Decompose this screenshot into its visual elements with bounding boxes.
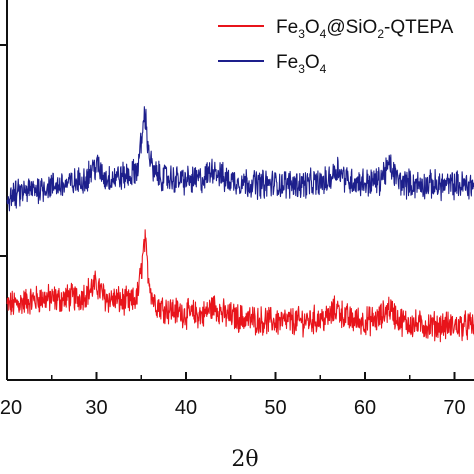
legend: Fe3O4@SiO2-QTEPA Fe3O4 [218,17,454,76]
x-tick-label: 40 [175,397,197,419]
x-tick-label: 70 [443,397,465,419]
x-tick-label: 50 [264,397,286,419]
legend-label-fe3o4-sio2-qtepa: Fe3O4@SiO2-QTEPA [276,17,454,41]
series-line-fe3o4-sio2-qtepa [6,229,474,343]
series-line-fe3o4 [6,106,474,212]
x-tick-label: 30 [85,397,107,419]
x-tick-label: 20 [0,397,22,419]
x-tick-label: 60 [354,397,376,419]
x-axis-title: 2θ [231,447,258,472]
legend-label-fe3o4: Fe3O4 [276,52,327,76]
